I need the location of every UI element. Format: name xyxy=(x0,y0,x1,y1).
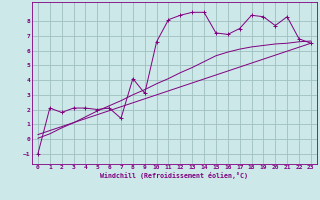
X-axis label: Windchill (Refroidissement éolien,°C): Windchill (Refroidissement éolien,°C) xyxy=(100,172,248,179)
